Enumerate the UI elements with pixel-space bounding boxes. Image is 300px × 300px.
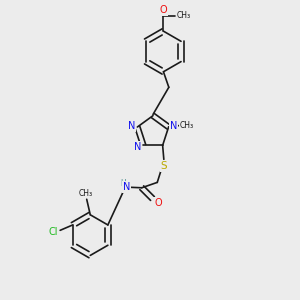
Text: O: O (159, 5, 167, 15)
Text: N: N (128, 121, 136, 131)
Text: N: N (123, 182, 130, 192)
Text: N: N (134, 142, 142, 152)
Text: CH₃: CH₃ (177, 11, 191, 20)
Text: CH₃: CH₃ (179, 121, 194, 130)
Text: O: O (154, 198, 162, 208)
Text: N: N (170, 121, 177, 131)
Text: Cl: Cl (49, 226, 58, 236)
Text: H: H (120, 179, 125, 188)
Text: CH₃: CH₃ (79, 189, 93, 198)
Text: S: S (161, 161, 167, 171)
